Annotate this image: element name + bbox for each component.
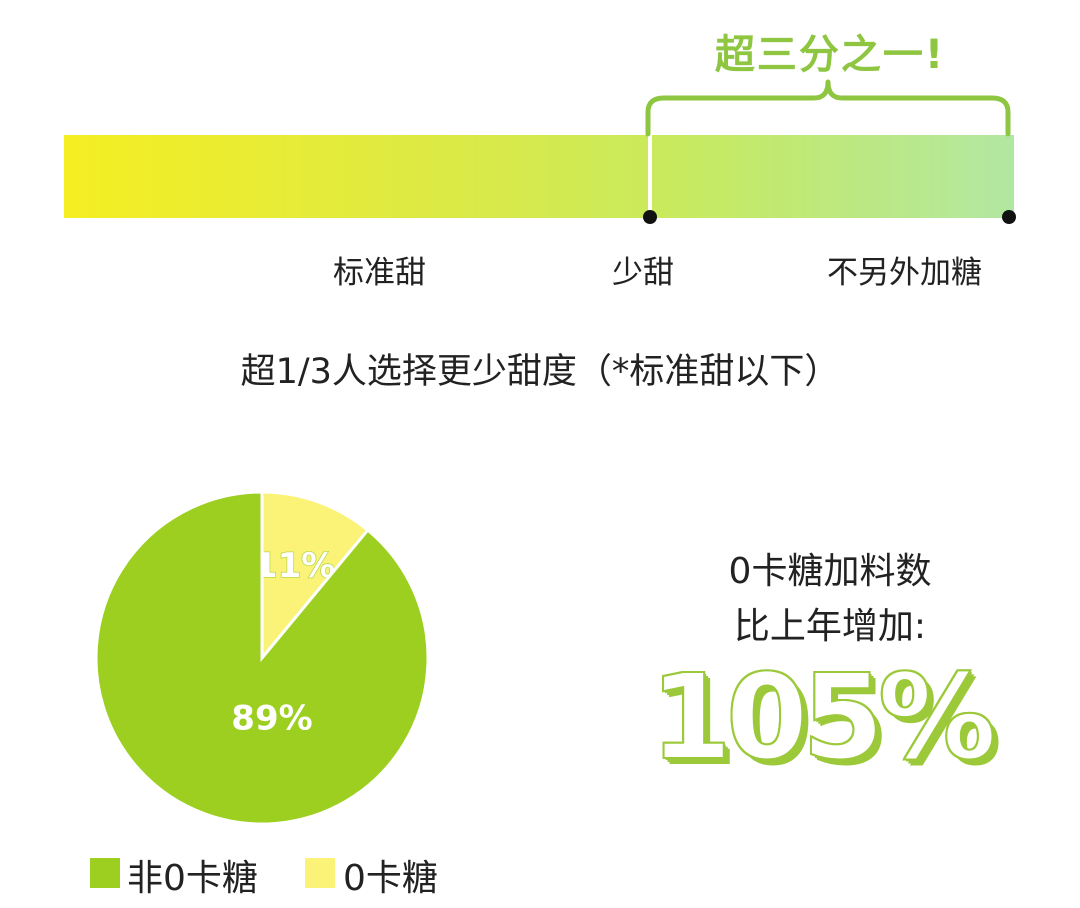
legend-label-zero-cal: 0卡糖 xyxy=(343,858,438,899)
stat-label-line1: 0卡糖加料数 xyxy=(728,551,932,592)
curly-brace-icon xyxy=(645,79,1011,137)
tick-label-less-sweet: 少甜 xyxy=(612,255,674,291)
pie-slice-non-zero-cal xyxy=(94,490,430,826)
brace-label: 超三分之一! xyxy=(714,32,946,78)
pie-slice-zero-cal xyxy=(260,490,370,663)
pie-chart: 11% 89% xyxy=(94,490,430,826)
legend-swatch-zero-cal xyxy=(305,858,335,888)
stat-value: 105% xyxy=(649,647,998,787)
legend-swatch-non-zero-cal xyxy=(90,858,120,888)
pie-label-non-zero-cal: 89% xyxy=(231,699,312,739)
sweetness-gradient-bar xyxy=(64,135,1014,218)
legend-label-non-zero-cal: 非0卡糖 xyxy=(127,858,258,899)
stat-label-line2: 比上年增加: xyxy=(733,606,927,647)
tick-label-standard-sweet: 标准甜 xyxy=(333,255,426,291)
tick-dot-less-sweet xyxy=(643,210,657,224)
tick-dot-no-sugar xyxy=(1002,210,1016,224)
pie-label-zero-cal: 11% xyxy=(254,546,335,586)
bar-divider xyxy=(648,135,652,218)
caption: 超1/3人选择更少甜度（*标准甜以下） xyxy=(240,352,840,392)
tick-label-no-added-sugar: 不另外加糖 xyxy=(827,255,982,291)
